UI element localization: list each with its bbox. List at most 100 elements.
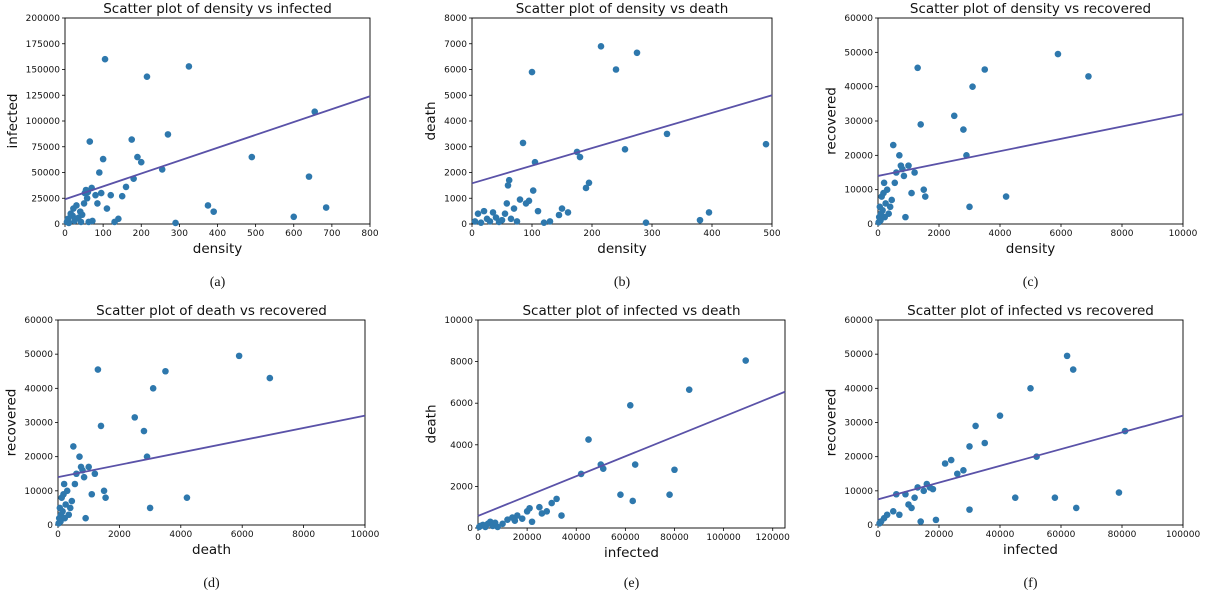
data-point [631, 461, 639, 468]
data-point [954, 470, 961, 478]
data-point [920, 186, 928, 193]
data-point [1063, 352, 1071, 360]
y-tick-label: 0 [867, 220, 873, 230]
chart-title: Scatter plot of death vs recovered [96, 303, 327, 319]
data-point [921, 193, 929, 200]
data-point [73, 202, 80, 209]
y-tick-label: 40000 [24, 384, 53, 394]
y-tick-label: 20000 [844, 453, 873, 463]
x-tick-label: 20000 [513, 533, 542, 543]
chart-title: Scatter plot of infected vs recovered [907, 303, 1154, 319]
y-tick-label: 1000 [444, 194, 467, 204]
data-point [536, 503, 543, 511]
x-tick-label: 100 [95, 229, 112, 239]
x-tick-label: 4000 [989, 229, 1012, 239]
data-point [516, 196, 524, 203]
y-axis-label: recovered [824, 87, 840, 155]
y-tick-label: 75000 [31, 143, 60, 153]
data-point [83, 194, 91, 202]
x-tick-label: 0 [62, 229, 68, 239]
data-point [917, 121, 924, 128]
data-point [88, 490, 96, 498]
regression-line [64, 95, 371, 201]
y-axis-label: death [424, 405, 440, 444]
data-point [883, 186, 891, 193]
data-point [89, 217, 96, 225]
plot-frame [57, 319, 366, 526]
data-point [60, 480, 68, 488]
x-tick-label: 8000 [292, 530, 315, 540]
data-point [599, 465, 607, 473]
data-point [896, 511, 903, 519]
data-point [128, 136, 136, 143]
x-tick-label: 2000 [108, 530, 131, 540]
data-point [76, 453, 83, 460]
chart-title: Scatter plot of infected vs death [522, 303, 740, 319]
data-point [204, 202, 212, 209]
panel-caption: (d) [203, 576, 220, 591]
data-point [896, 152, 903, 159]
data-point [642, 219, 650, 227]
y-tick-label: 2000 [444, 169, 467, 179]
data-point [1002, 193, 1010, 200]
data-point [981, 66, 989, 73]
data-point [471, 218, 479, 225]
data-point [1051, 494, 1059, 501]
y-tick-label: 30000 [844, 419, 873, 429]
plot-frame [877, 17, 1184, 225]
data-point [908, 504, 915, 512]
data-point [981, 439, 989, 447]
data-point [80, 200, 88, 207]
data-point [996, 412, 1004, 419]
data-point [911, 494, 918, 501]
data-point [103, 205, 111, 212]
data-point [140, 427, 148, 435]
y-axis-label: recovered [824, 389, 840, 457]
data-point [742, 357, 750, 364]
y-tick-label: 20000 [24, 453, 53, 463]
data-point [558, 205, 566, 212]
x-tick-label: 200 [583, 229, 600, 239]
data-point [900, 172, 908, 180]
x-tick-label: 4000 [169, 530, 192, 540]
x-tick-label: 300 [171, 229, 188, 239]
y-axis-label: infected [5, 94, 21, 149]
scatter-panel: 0 2000 4000 6000 8000 10000 0 10000 20000 30000 40… [4, 303, 380, 591]
data-point [235, 352, 243, 360]
data-point [501, 210, 509, 217]
data-point [905, 162, 912, 169]
y-tick-label: 8000 [444, 14, 467, 24]
data-point [911, 169, 918, 176]
panel-caption: (b) [614, 275, 631, 290]
chart-title: Scatter plot of density vs infected [103, 1, 332, 17]
data-point [529, 187, 537, 194]
data-point [666, 491, 673, 499]
data-point [510, 205, 518, 212]
panel-caption: (a) [210, 275, 226, 290]
data-point [91, 470, 99, 478]
data-point [92, 191, 99, 199]
data-point [101, 55, 109, 63]
data-point [504, 182, 512, 189]
panel-caption: (e) [624, 576, 640, 591]
data-point [162, 367, 169, 375]
y-tick-label: 50000 [844, 350, 873, 360]
x-tick-label: 6000 [1050, 229, 1073, 239]
data-point [62, 501, 69, 508]
regression-line [877, 414, 1184, 501]
x-tick-label: 40000 [986, 530, 1015, 540]
x-tick-label: 80000 [1108, 530, 1137, 540]
data-point [929, 485, 937, 493]
data-point [322, 204, 330, 211]
y-tick-label: 50000 [24, 350, 53, 360]
data-point [499, 520, 506, 528]
data-point [888, 196, 896, 204]
x-tick-label: 0 [875, 530, 881, 540]
data-point [889, 141, 897, 149]
data-point [880, 179, 888, 187]
data-point [518, 515, 526, 522]
data-point [69, 212, 76, 220]
y-tick-label: 7000 [444, 40, 467, 50]
data-point [879, 206, 886, 214]
x-tick-label: 120000 [756, 533, 791, 543]
